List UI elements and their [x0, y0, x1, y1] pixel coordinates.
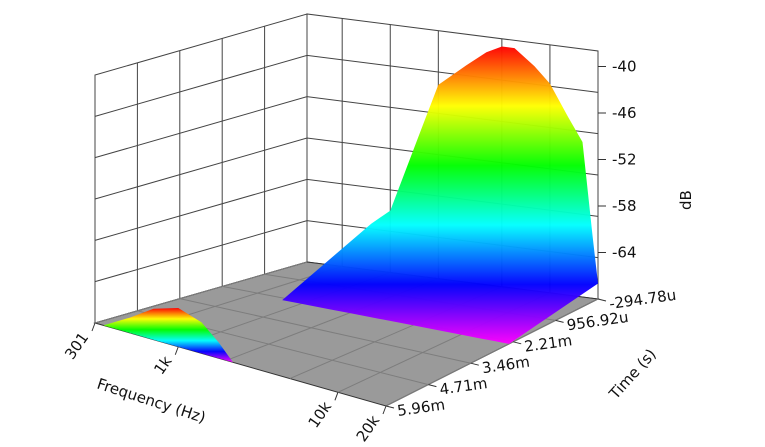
floor-grid-line	[94, 261, 308, 324]
z-tick-label: -40	[612, 58, 637, 76]
surface-slice	[103, 308, 233, 363]
x-tick-mark	[382, 405, 387, 415]
y-tick-mark	[470, 362, 479, 366]
z-axis-title: dB	[677, 190, 695, 210]
y-tick-mark	[385, 405, 395, 409]
x-tick-label: 10k	[305, 398, 336, 431]
y-tick-mark	[597, 298, 607, 302]
x-tick-label: 1k	[150, 352, 175, 378]
z-tick-label: -46	[612, 104, 637, 122]
y-axis-title: Time (s)	[605, 345, 660, 403]
y-tick-mark	[428, 384, 437, 388]
y-tick-label: 3.46m	[481, 353, 531, 378]
z-tick-label: -58	[612, 197, 637, 215]
surface-layer	[103, 46, 598, 363]
y-tick-label: 956.92u	[566, 308, 630, 334]
y-tick-mark	[513, 341, 522, 345]
z-tick-label: -64	[612, 244, 637, 262]
y-tick-label: 4.71m	[438, 374, 488, 399]
floor-grid-line	[385, 298, 599, 407]
x-axis-title: Frequency (Hz)	[95, 375, 208, 427]
y-tick-label: 2.21m	[523, 331, 573, 356]
x-tick-label: 20k	[353, 412, 384, 445]
x-tick-mark	[334, 392, 339, 401]
x-tick-mark	[91, 322, 96, 332]
surface-slice	[282, 46, 598, 344]
x-tick-mark	[174, 346, 179, 355]
x-tick-label: 301	[61, 329, 92, 363]
tick-layer: -40-46-52-58-64-294.78u956.92u2.21m3.46m…	[61, 58, 677, 446]
z-tick-label: -52	[612, 151, 637, 169]
y-tick-label: 5.96m	[396, 395, 446, 420]
y-tick-mark	[555, 319, 564, 323]
